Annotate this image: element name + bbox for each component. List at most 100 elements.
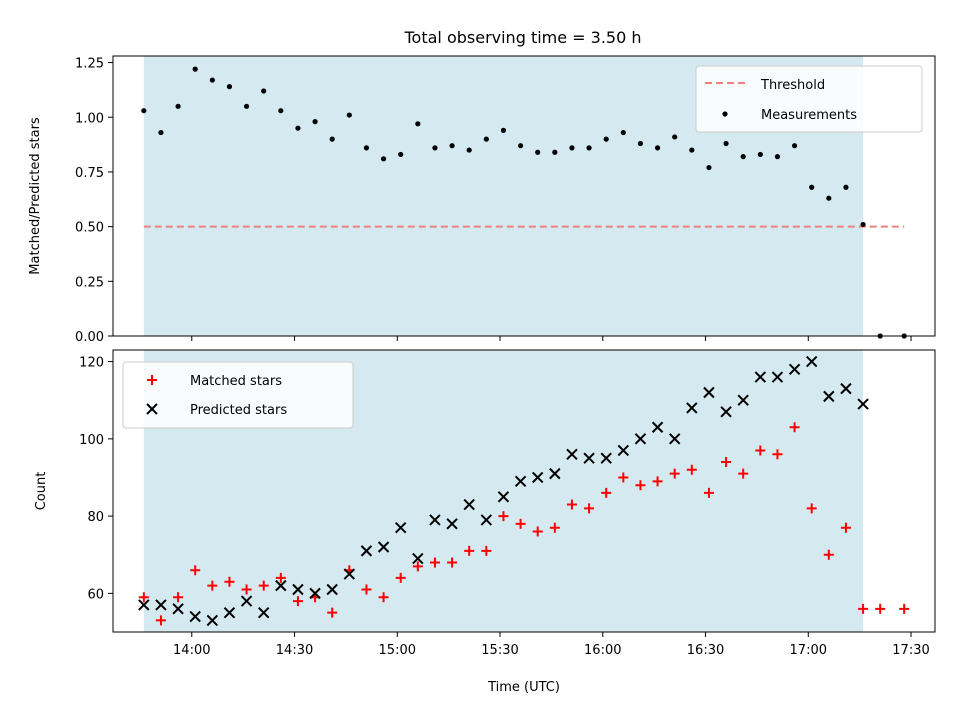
y-tick-label: 0.50 xyxy=(75,221,104,236)
predicted-point xyxy=(686,402,698,414)
predicted-point xyxy=(788,363,801,376)
predicted-point xyxy=(823,390,835,403)
measurement-point xyxy=(192,66,198,72)
ratio-y-ticks: 0.00 0.25 0.50 0.75 1.00 1.25 xyxy=(75,57,113,345)
predicted-point xyxy=(480,514,493,526)
predicted-point xyxy=(292,583,304,596)
matched-point xyxy=(738,468,749,479)
measurement-point xyxy=(620,129,626,136)
matched-point xyxy=(275,572,286,583)
matched-point xyxy=(498,511,509,522)
measurement-point xyxy=(261,88,267,94)
count-legend: Matched stars Predicted stars xyxy=(122,361,354,429)
measurement-point xyxy=(363,145,370,151)
predicted-point xyxy=(651,421,664,433)
legend-predicted-swatch xyxy=(146,403,158,415)
matched-point xyxy=(429,557,440,568)
matched-point xyxy=(652,476,663,487)
predicted-point xyxy=(309,587,321,600)
matched-point xyxy=(584,503,595,514)
predicted-point xyxy=(857,398,869,410)
predicted-point xyxy=(172,603,184,615)
matched-point xyxy=(412,561,423,572)
predicted-point xyxy=(720,406,732,418)
predicted-point xyxy=(326,583,338,596)
measurement-point xyxy=(329,136,335,142)
measurement-point xyxy=(552,149,558,155)
measurement-point xyxy=(860,221,866,228)
count-y-ticks: 60 80 100 120 xyxy=(79,356,113,602)
matched-point xyxy=(755,445,766,456)
ratio-x-ticks xyxy=(191,336,912,341)
x-tick-label: 15:00 xyxy=(379,643,416,658)
matched-point xyxy=(549,522,560,533)
measurement-point xyxy=(535,149,541,155)
measurement-point xyxy=(415,121,421,127)
ratio-plot-frame xyxy=(112,55,936,337)
matched-point xyxy=(190,565,201,576)
measurement-point xyxy=(569,145,575,151)
measurement-point xyxy=(843,184,849,190)
ratio-y-axis-label: Matched/Predicted stars xyxy=(28,117,43,275)
predicted-point xyxy=(737,394,749,406)
predicted-point xyxy=(617,444,630,457)
x-tick-label: 14:30 xyxy=(276,643,313,658)
legend-matched-swatch xyxy=(147,375,157,385)
x-tick-label: 17:30 xyxy=(892,643,929,658)
measurement-point xyxy=(243,103,250,109)
predicted-point xyxy=(446,518,458,530)
y-tick-label: 60 xyxy=(87,587,104,602)
measurement-point xyxy=(586,145,592,151)
y-tick-label: 0.00 xyxy=(75,330,104,345)
measurement-point xyxy=(654,145,661,151)
matched-point xyxy=(292,596,303,607)
predicted-point xyxy=(343,568,356,580)
predicted-point xyxy=(805,355,818,368)
measurement-point xyxy=(757,151,763,158)
matched-point xyxy=(703,487,714,498)
matched-point xyxy=(515,518,526,529)
matched-point xyxy=(395,572,406,583)
matched-point xyxy=(361,584,372,595)
y-tick-label: 80 xyxy=(87,510,104,525)
measurement-point xyxy=(449,143,455,149)
chart-title: Total observing time = 3.50 h xyxy=(403,28,641,47)
matched-point xyxy=(241,584,252,595)
matched-point xyxy=(601,487,612,498)
predicted-point xyxy=(703,386,715,399)
predicted-point xyxy=(754,371,767,383)
measurement-point xyxy=(689,147,695,153)
predicted-point xyxy=(155,599,167,611)
measurement-point xyxy=(809,184,815,190)
legend-label: Predicted stars xyxy=(190,403,287,418)
legend-box xyxy=(695,65,923,133)
predicted-point xyxy=(634,433,647,445)
predicted-point xyxy=(497,491,510,503)
matched-point xyxy=(207,580,218,591)
predicted-point xyxy=(668,433,681,445)
measurement-point xyxy=(295,125,301,131)
x-tick-label: 14:00 xyxy=(173,643,210,658)
measurement-point xyxy=(158,129,164,136)
measurement-points xyxy=(141,66,907,339)
predicted-point xyxy=(583,452,595,464)
predicted-point xyxy=(257,606,270,619)
matched-point xyxy=(721,457,732,468)
matched-point xyxy=(789,422,800,433)
matched-point xyxy=(224,576,235,587)
measurement-point xyxy=(723,140,729,147)
count-y-axis-label: Count xyxy=(34,472,49,511)
count-x-ticks: 14:00 14:30 15:00 15:30 16:00 16:30 17:00 17:30 xyxy=(173,632,930,658)
predicted-point xyxy=(429,514,441,526)
y-tick-label: 120 xyxy=(79,356,104,371)
measurement-point xyxy=(740,154,746,160)
measurement-point xyxy=(346,112,352,118)
matched-point xyxy=(772,449,783,460)
matched-point xyxy=(858,603,869,614)
measurement-point xyxy=(500,127,507,133)
measurement-point xyxy=(774,154,781,160)
predicted-point xyxy=(549,467,561,480)
measurement-point xyxy=(603,136,609,142)
measurement-point xyxy=(226,84,233,90)
